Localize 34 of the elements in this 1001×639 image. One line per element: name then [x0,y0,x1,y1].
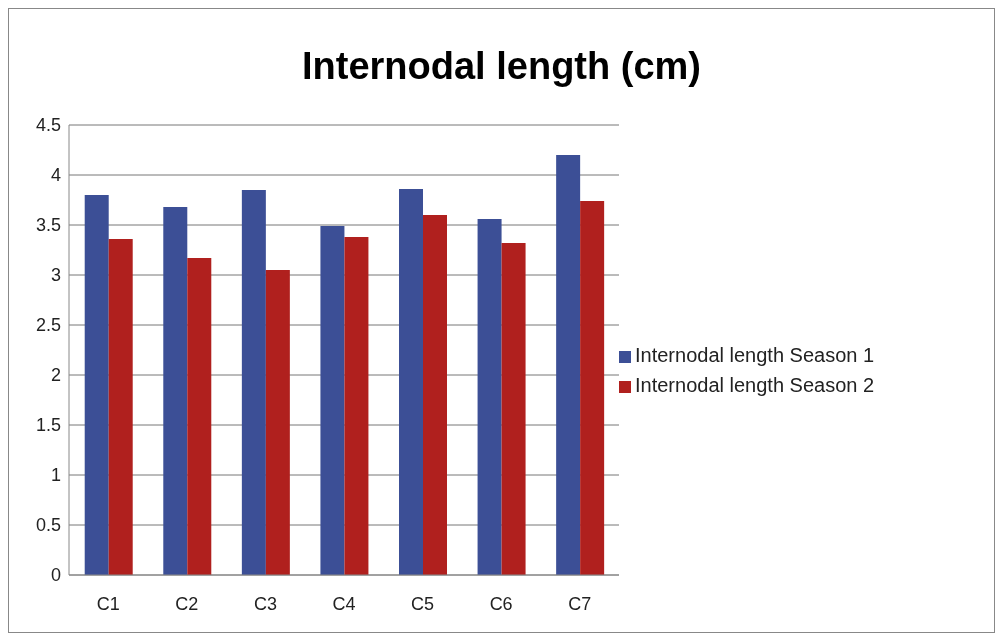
bar [423,215,447,575]
y-tick-label: 0.5 [35,515,61,536]
bar [556,155,581,575]
bar [265,270,290,575]
bar [320,226,345,575]
y-tick-label: 2.5 [35,315,61,336]
x-tick-label: C1 [96,593,120,614]
y-tick-label: 0 [50,565,61,586]
x-tick-label: C2 [175,593,199,614]
chart-title: Internodal length (cm) [301,45,702,89]
x-tick-label: C6 [489,593,513,614]
x-tick-label: C7 [568,593,592,614]
bar [344,237,369,575]
legend-label: Internodal length Season 2 [635,374,875,396]
y-tick-label: 3 [50,265,61,286]
y-tick-label: 1 [50,465,61,486]
y-tick-label: 1.5 [35,415,61,436]
y-tick-label: 4 [50,165,61,186]
bar [580,201,605,575]
x-tick-label: C3 [253,593,277,614]
legend-label: Internodal length Season 1 [635,344,875,366]
y-tick-label: 3.5 [35,215,61,236]
bar [501,243,526,575]
bar [399,189,423,575]
bar [241,190,266,575]
y-tick-label: 2 [50,365,61,386]
x-tick-label: C5 [411,593,435,614]
bar [163,207,188,575]
x-tick-label: C4 [332,593,356,614]
bar [84,195,109,575]
bar [108,239,133,575]
bar [477,219,502,575]
y-tick-label: 4.5 [35,115,61,136]
bar [187,258,212,575]
